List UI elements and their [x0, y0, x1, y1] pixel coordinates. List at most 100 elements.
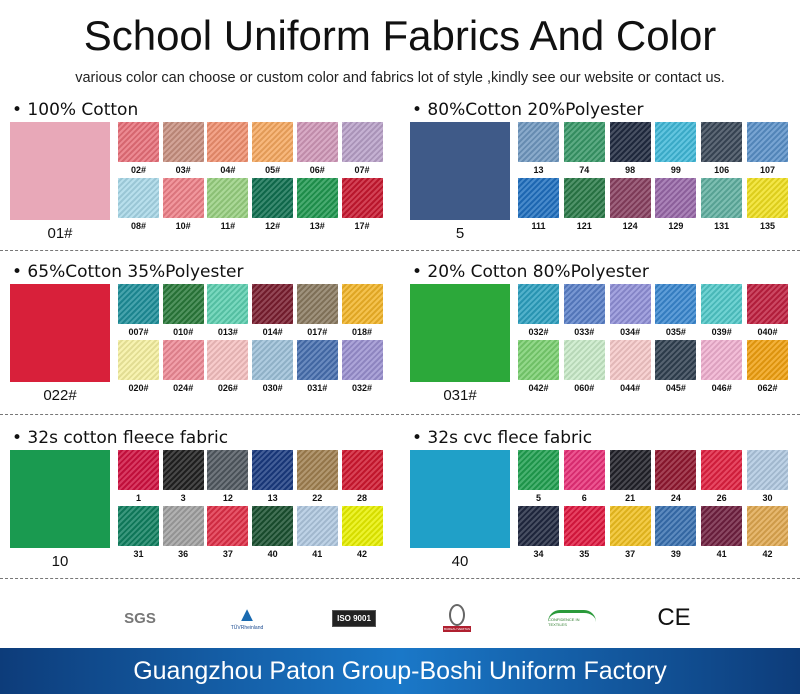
color-swatch	[296, 506, 338, 546]
color-swatch	[518, 340, 559, 380]
swatch-label: 010#	[173, 327, 194, 337]
swatch-label: 08#	[130, 221, 147, 231]
section-title: • 80%Cotton 20%Polyester	[412, 100, 644, 120]
footer-banner: Guangzhou Paton Group-Boshi Uniform Fact…	[0, 648, 800, 694]
color-swatch	[162, 506, 204, 546]
color-swatch	[701, 340, 743, 380]
divider	[0, 414, 800, 415]
swatch-label: 35	[579, 549, 590, 559]
main-fabric-swatch	[10, 450, 110, 548]
swatch-label: 98	[625, 165, 636, 175]
color-swatch	[747, 284, 788, 324]
swatch-label: 039#	[711, 327, 732, 337]
swatch-label: 1	[135, 493, 141, 503]
color-swatch	[518, 178, 559, 218]
swatch-label: 11#	[220, 221, 236, 231]
color-swatch	[341, 178, 383, 218]
color-swatch	[207, 178, 249, 218]
color-swatch	[118, 450, 159, 490]
color-swatch	[252, 178, 294, 218]
swatch-label: 017#	[307, 327, 328, 337]
color-swatch	[563, 450, 605, 490]
color-swatch	[747, 340, 788, 380]
color-swatch	[296, 178, 338, 218]
color-swatch	[207, 450, 249, 490]
color-swatch	[518, 506, 559, 546]
main-fabric-swatch	[10, 284, 110, 382]
color-swatch	[701, 178, 743, 218]
swatch-label: 007#	[128, 327, 149, 337]
divider	[0, 578, 800, 579]
color-swatch	[162, 122, 204, 162]
color-swatch	[655, 122, 697, 162]
color-swatch	[609, 450, 651, 490]
color-swatch	[296, 122, 338, 162]
swatch-label: 129	[668, 221, 684, 231]
swatch-label: 6	[581, 493, 587, 503]
color-swatch	[252, 284, 294, 324]
fabric-section: • 32s cotton fleece fabric 10 1 3 12 13 …	[0, 426, 400, 576]
main-swatch-label: 5	[455, 225, 465, 242]
swatch-label: 032#	[528, 327, 549, 337]
color-swatch	[162, 178, 204, 218]
main-swatch-label: 01#	[47, 225, 73, 242]
swatch-label: 41	[716, 549, 727, 559]
color-swatch	[609, 122, 651, 162]
main-swatch-label: 022#	[43, 387, 77, 404]
swatch-label: 131	[714, 221, 730, 231]
color-swatch	[655, 340, 697, 380]
section-title: • 65%Cotton 35%Polyester	[12, 262, 244, 282]
swatch-label: 046#	[711, 383, 732, 393]
color-swatch	[118, 122, 159, 162]
color-swatch	[296, 340, 338, 380]
color-swatch	[118, 284, 159, 324]
swatch-label: 42	[762, 549, 773, 559]
swatch-label: 99	[670, 165, 681, 175]
swatch-label: 40	[267, 549, 278, 559]
color-swatch	[563, 284, 605, 324]
swatch-label: 36	[178, 549, 189, 559]
color-swatch	[701, 450, 743, 490]
page-subtitle: various color can choose or custom color…	[75, 70, 725, 86]
swatch-label: 12#	[265, 221, 281, 231]
swatch-label: 31	[133, 549, 144, 559]
swatch-label: 26	[716, 493, 727, 503]
ce-mark-logo: CE	[657, 604, 691, 631]
color-swatch	[701, 284, 743, 324]
color-swatch	[252, 122, 294, 162]
swatch-label: 121	[576, 221, 592, 231]
swatch-label: 13#	[309, 221, 325, 231]
color-swatch	[518, 284, 559, 324]
swatch-label: 39	[670, 549, 681, 559]
swatch-label: 062#	[757, 383, 778, 393]
color-swatch	[563, 340, 605, 380]
section-title: • 32s cvc flece fabric	[412, 428, 593, 448]
swatch-label: 37	[625, 549, 636, 559]
swatch-label: 13	[533, 165, 544, 175]
fabric-section: • 100% Cotton 01# 02# 03# 04# 05# 06# 07…	[0, 98, 400, 248]
swatch-label: 04#	[220, 165, 236, 175]
swatch-label: 22	[312, 493, 323, 503]
color-swatch	[609, 340, 651, 380]
fabric-section: • 80%Cotton 20%Polyester 5 13 74 98 99 1…	[400, 98, 800, 248]
swatch-label: 12	[222, 493, 233, 503]
color-swatch	[609, 178, 651, 218]
color-swatch	[162, 340, 204, 380]
color-swatch	[563, 178, 605, 218]
color-swatch	[296, 284, 338, 324]
color-swatch	[207, 122, 249, 162]
color-swatch	[252, 506, 294, 546]
fabric-section: • 65%Cotton 35%Polyester 022# 007# 010# …	[0, 260, 400, 410]
swatch-label: 30	[762, 493, 773, 503]
color-swatch	[747, 178, 788, 218]
color-swatch	[518, 450, 559, 490]
color-swatch	[609, 284, 651, 324]
swatch-label: 040#	[757, 327, 778, 337]
swatch-label: 030#	[262, 383, 283, 393]
swatch-label: 07#	[354, 165, 370, 175]
color-swatch	[563, 122, 605, 162]
color-swatch	[518, 122, 559, 162]
color-swatch	[296, 450, 338, 490]
swatch-label: 013#	[217, 327, 238, 337]
color-swatch	[118, 178, 159, 218]
